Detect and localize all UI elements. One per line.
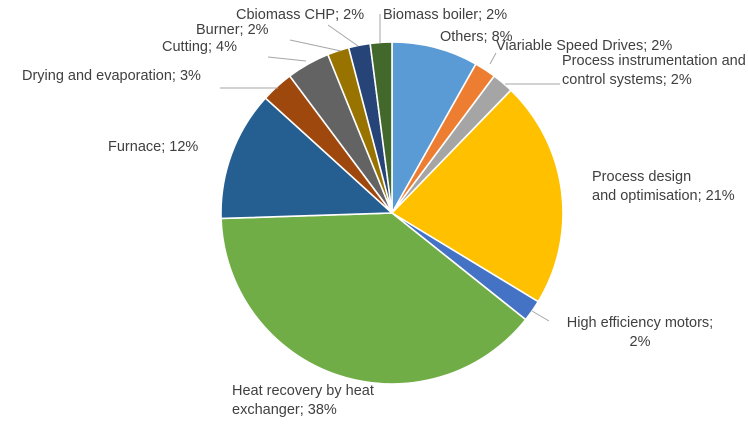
slice-label: Burner; 2%: [196, 22, 269, 38]
slice-label: Process instrumentation and control syste…: [562, 53, 746, 88]
slice-labels: Others; 8%Viariable Speed Drives; 2%Proc…: [22, 7, 746, 418]
slice-label: Others; 8%: [440, 29, 513, 45]
pie-slice-biomass-boiler: [369, 41, 393, 214]
slice-label: Furnace; 12%: [108, 139, 198, 155]
leader-lines: [220, 14, 560, 322]
slice-label: Drying and evaporation; 3%: [22, 68, 201, 84]
leader-line: [531, 310, 550, 322]
slice-label: Biomass boiler; 2%: [383, 7, 507, 23]
leader-line: [489, 52, 497, 65]
pie-slices: [220, 41, 564, 385]
slice-label: Heat recovery by heat exchanger; 38%: [232, 383, 374, 418]
leader-line: [327, 24, 359, 47]
leader-line: [289, 39, 342, 52]
slice-label: Cutting; 4%: [162, 39, 237, 55]
slice-label: Process design and optimisation; 21%: [592, 169, 735, 204]
leader-line: [267, 56, 307, 62]
pie-slice-others: [391, 41, 477, 217]
slice-label: High efficiency motors; 2%: [567, 315, 713, 350]
pie-slice-furnace: [220, 96, 395, 220]
slice-label: Viariable Speed Drives; 2%: [496, 38, 672, 54]
slice-label: Cbiomass CHP; 2%: [236, 7, 364, 23]
pie-slice-process-design-and-optimisation: [390, 89, 564, 303]
pie-slice-heat-recovery-by-heat-exchanger: [220, 212, 527, 385]
